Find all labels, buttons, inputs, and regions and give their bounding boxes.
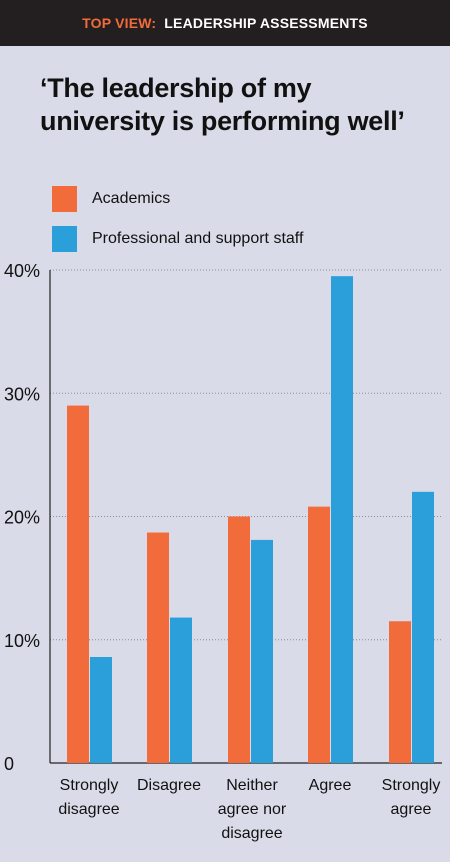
x-tick-label: Disagree <box>137 777 201 794</box>
x-tick-label: Strongly <box>382 777 441 794</box>
x-tick-label: Agree <box>309 777 352 794</box>
x-tick-label: Strongly <box>60 777 119 794</box>
y-tick-label: 20% <box>4 508 40 528</box>
y-tick-label: 10% <box>4 631 40 651</box>
bar-academics-0 <box>67 405 89 763</box>
bar-academics-3 <box>308 506 330 763</box>
bar-academics-2 <box>228 516 250 763</box>
x-tick-label: disagree <box>58 801 119 818</box>
bar-professional-0 <box>90 657 112 763</box>
legend-label-professional: Professional and support staff <box>92 230 304 247</box>
chart-title: ‘The leadership of my university is perf… <box>40 73 405 136</box>
header-headline: LEADERSHIP ASSESSMENTS <box>164 15 368 31</box>
bar-academics-4 <box>389 621 411 763</box>
y-tick-label: 40% <box>4 261 40 281</box>
bar-academics-1 <box>147 532 169 763</box>
x-tick-label: agree nor <box>218 801 287 818</box>
y-tick-label: 0 <box>4 754 14 774</box>
y-tick-label: 30% <box>4 384 40 404</box>
legend-label-academics: Academics <box>92 190 171 207</box>
header-kicker: TOP VIEW: <box>82 15 157 31</box>
legend-swatch-professional <box>52 226 77 252</box>
bar-professional-4 <box>412 491 434 763</box>
header-banner: TOP VIEW: LEADERSHIP ASSESSMENTS <box>0 0 450 46</box>
bar-professional-2 <box>251 539 273 763</box>
x-tick-label: Neither <box>226 777 278 794</box>
x-tick-label: disagree <box>221 825 282 842</box>
bar-professional-3 <box>331 276 353 763</box>
x-tick-label: agree <box>391 801 432 818</box>
bar-professional-1 <box>170 617 192 763</box>
legend-swatch-academics <box>52 186 77 212</box>
